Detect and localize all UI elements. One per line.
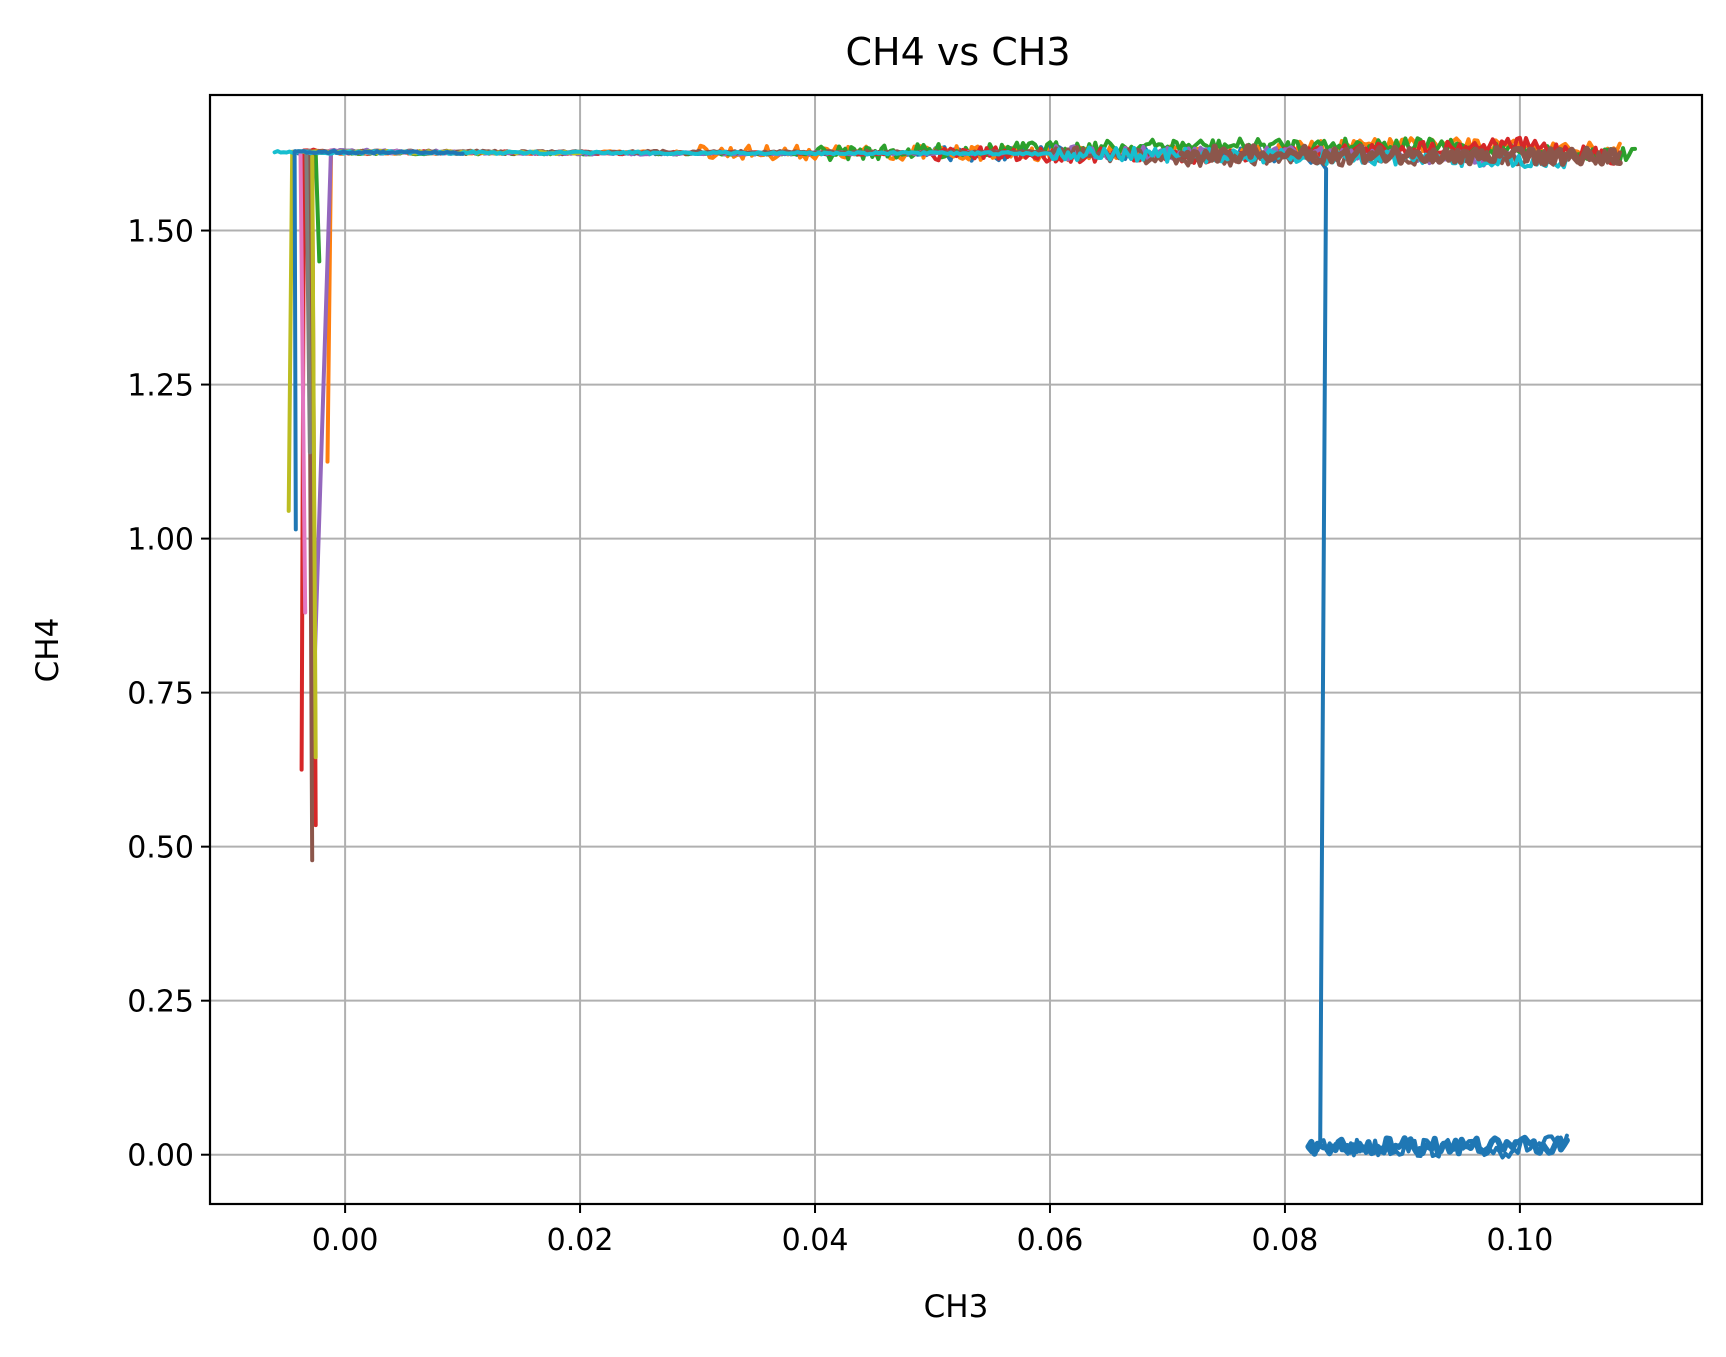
x-tick-label: 0.04 <box>782 1223 849 1258</box>
x-tick-label: 0.06 <box>1017 1223 1084 1258</box>
grid <box>210 95 1702 1204</box>
x-axis-label: CH3 <box>924 1289 989 1325</box>
series-line <box>310 148 583 828</box>
series-line <box>299 135 1622 772</box>
y-axis-ticks: 0.00 0.25 0.50 0.75 1.00 1.25 1.50 <box>127 215 210 1174</box>
y-tick-label: 1.25 <box>127 369 194 404</box>
y-axis-label: CH4 <box>30 618 66 683</box>
x-tick-label: 0.10 <box>1487 1223 1554 1258</box>
series-band <box>1305 1134 1570 1157</box>
series-line <box>292 148 465 532</box>
series-line <box>290 144 1329 1151</box>
y-tick-label: 0.25 <box>127 985 194 1020</box>
plot-frame <box>208 93 1704 1206</box>
x-tick-label: 0.02 <box>547 1223 614 1258</box>
series-band <box>1178 143 1623 167</box>
x-axis-ticks: 0.00 0.02 0.04 0.06 0.08 0.10 <box>312 1204 1554 1258</box>
y-tick-label: 1.00 <box>127 523 194 558</box>
chart-title: CH4 vs CH3 <box>845 30 1070 74</box>
x-tick-label: 0.08 <box>1252 1223 1319 1258</box>
series-line <box>306 145 1622 863</box>
y-tick-label: 0.75 <box>127 677 194 712</box>
series-line <box>310 144 1522 741</box>
series-line <box>310 154 318 760</box>
y-tick-label: 0.50 <box>127 831 194 866</box>
plot-area <box>272 135 1637 1160</box>
x-tick-label: 0.00 <box>312 1223 379 1258</box>
y-tick-label: 1.50 <box>127 215 194 250</box>
y-tick-label: 0.00 <box>127 1139 194 1174</box>
series-line <box>325 136 1622 464</box>
